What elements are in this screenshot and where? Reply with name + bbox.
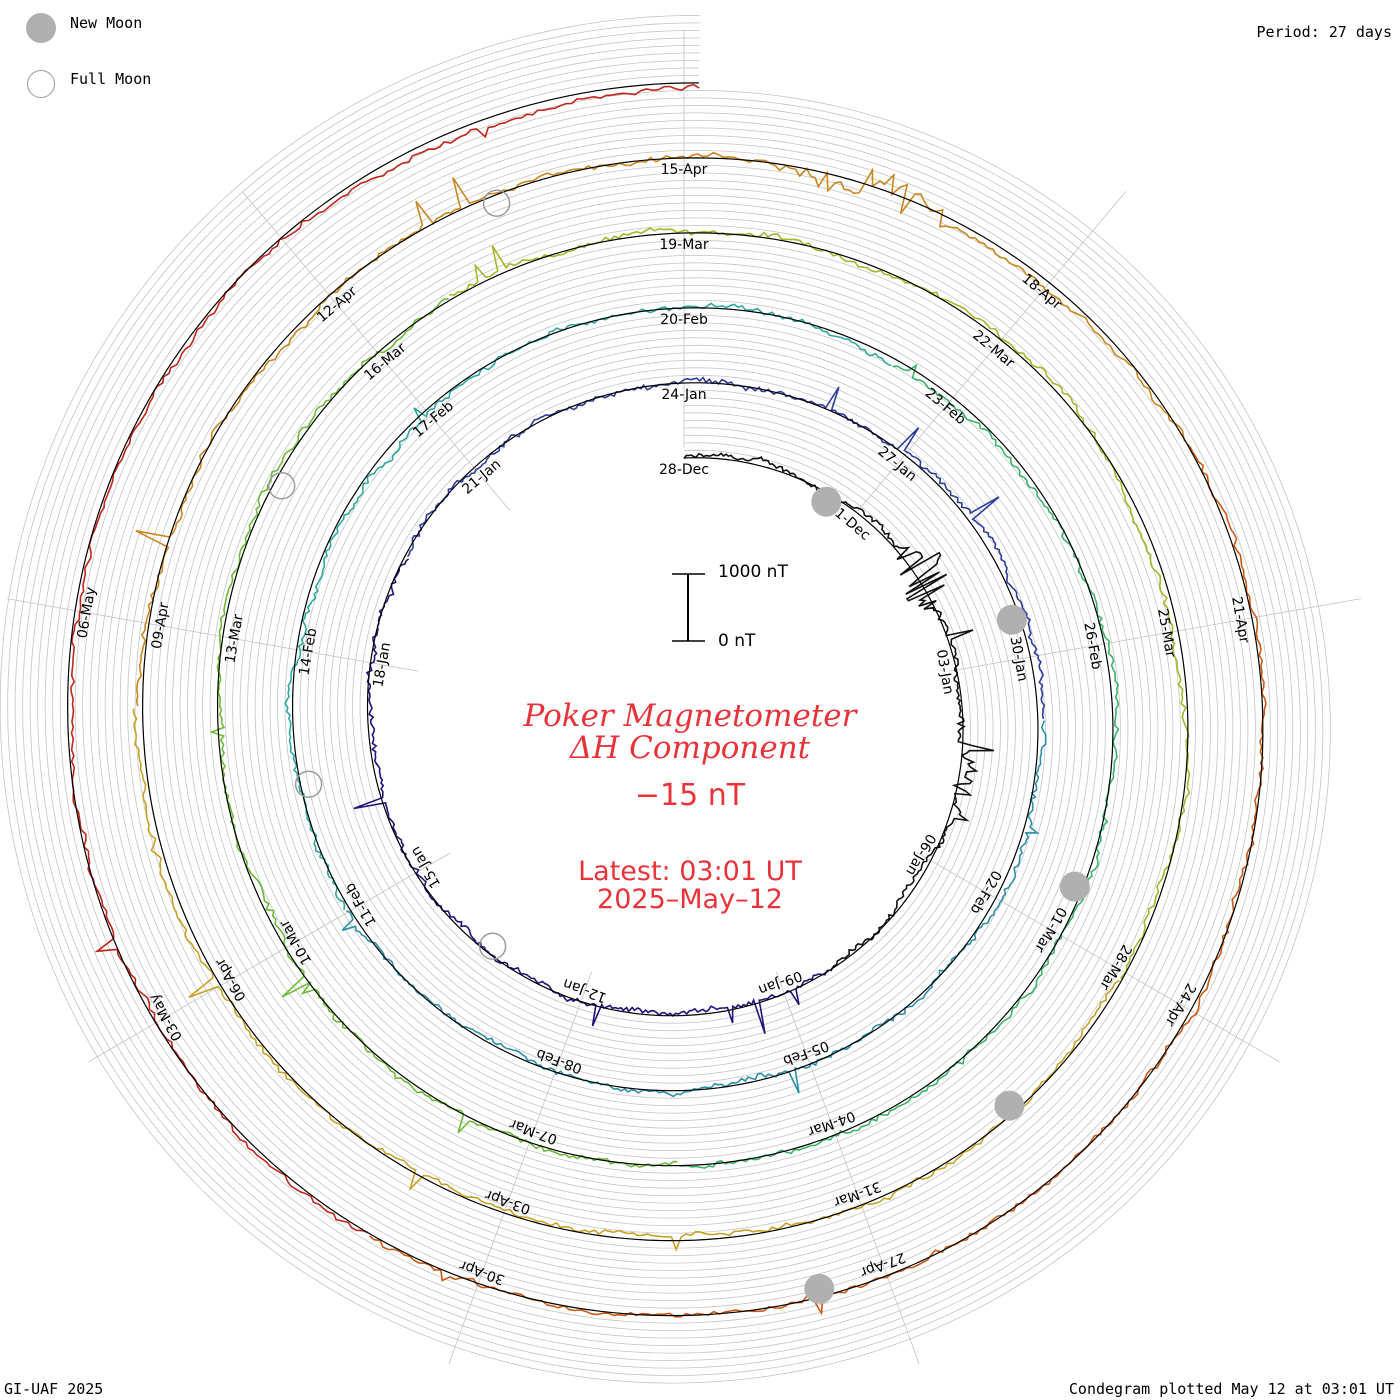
footer-plot-time: Condegram plotted May 12 at 03:01 UT xyxy=(1068,1380,1394,1398)
new-moon-marker xyxy=(1059,871,1090,902)
grid-spiral-3 xyxy=(44,60,1286,1339)
latest-time: Latest: 03:01 UT xyxy=(578,856,802,887)
trace-segment-9 xyxy=(135,151,1186,707)
date-label: 28-Dec xyxy=(659,462,709,478)
spoke-6 xyxy=(88,852,451,1063)
date-label: 06-Apr xyxy=(212,955,249,1004)
grid-spiral-6 xyxy=(22,37,1309,1362)
new-moon-marker xyxy=(996,604,1027,635)
spoke-5 xyxy=(448,971,593,1365)
spoke-4 xyxy=(775,971,920,1365)
grid-spiral-7 xyxy=(14,30,1316,1369)
trace-segment-4 xyxy=(284,302,892,910)
latest-timestamp: Latest: 03:01 UT 2025–May–12 xyxy=(540,858,840,914)
period-label: Period: 27 days xyxy=(1256,23,1392,41)
new-moon-marker xyxy=(804,1273,835,1304)
grid-spiral-9 xyxy=(0,15,1331,1384)
baseline-spiral xyxy=(67,82,1264,1317)
date-label: 30-Jan xyxy=(1007,635,1031,682)
footer-credit: GI-UAF 2025 xyxy=(4,1380,104,1398)
date-label: 18-Jan xyxy=(370,641,394,688)
spoke-3 xyxy=(917,852,1280,1063)
trace-segment-10 xyxy=(369,443,1267,1318)
trace-segment-7 xyxy=(449,227,1191,980)
grid-spiral-2 xyxy=(52,67,1279,1332)
grid-spiral-1 xyxy=(59,75,1271,1324)
trace-segment-8 xyxy=(132,708,1120,1252)
spiral-grid xyxy=(0,15,1331,1384)
title-line-1: Poker Magnetometer xyxy=(523,698,857,734)
full-moon-marker xyxy=(294,770,323,798)
latest-date: 2025–May–12 xyxy=(597,884,783,915)
baseline-spiral-line xyxy=(67,82,1264,1317)
date-label: 19-Mar xyxy=(659,237,709,253)
new-moon-icon xyxy=(26,13,56,43)
trace-segment-1 xyxy=(353,558,830,1034)
current-value: −15 nT xyxy=(634,778,746,813)
moon-markers xyxy=(267,189,1090,1304)
spoke-1 xyxy=(857,191,1127,512)
spoke-2 xyxy=(949,598,1362,672)
grid-spiral-4 xyxy=(37,52,1294,1347)
full-moon-marker xyxy=(267,472,296,500)
date-label: 03-Jan xyxy=(933,648,957,695)
grid-spiral-5 xyxy=(29,45,1301,1354)
date-label: 24-Jan xyxy=(661,387,706,403)
legend-new-moon-label: New Moon xyxy=(70,14,143,32)
chart-title: Poker Magnetometer ΔH Component −15 nT xyxy=(490,700,890,813)
trace-segment-2 xyxy=(406,376,1046,720)
date-label: 20-Feb xyxy=(660,312,708,328)
scale-bottom-label: 0 nT xyxy=(718,631,756,651)
full-moon-icon xyxy=(27,70,55,98)
date-label: 15-Apr xyxy=(661,162,708,178)
scale-bar xyxy=(672,573,705,642)
title-line-2: ΔH Component xyxy=(569,730,811,766)
full-moon-marker xyxy=(478,932,507,960)
spoke-8 xyxy=(241,191,511,512)
grid-spiral-8 xyxy=(7,22,1324,1377)
new-moon-marker xyxy=(811,486,842,517)
new-moon-marker xyxy=(994,1090,1025,1121)
date-label: 11-Feb xyxy=(342,880,380,929)
full-moon-marker xyxy=(482,189,511,217)
legend-full-moon-label: Full Moon xyxy=(70,70,152,88)
date-label: 06-Jan xyxy=(902,831,938,878)
date-spokes xyxy=(6,30,1362,1365)
scale-top-label: 1000 nT xyxy=(718,562,788,582)
